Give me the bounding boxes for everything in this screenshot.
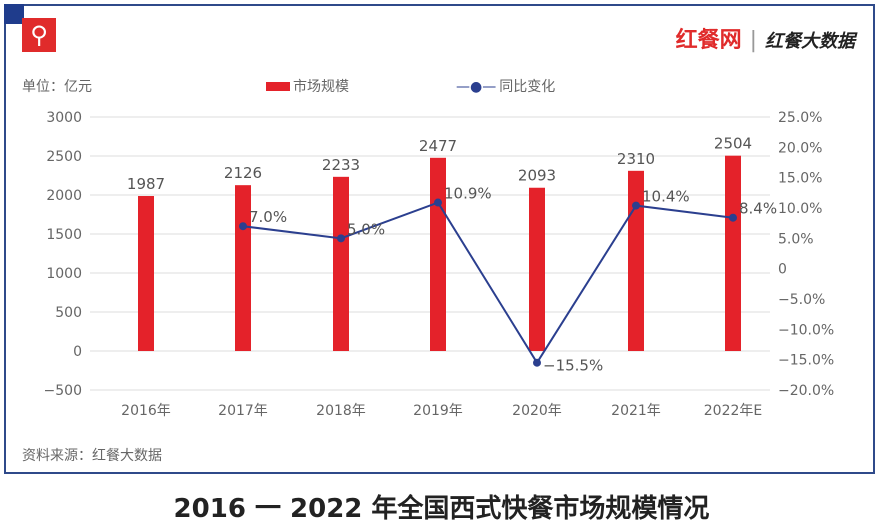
x-tick-label: 2018年 [316, 403, 366, 419]
bar [725, 155, 741, 351]
chart-caption: 2016 一 2022 年全国西式快餐市场规模情况 [173, 494, 710, 524]
unit-label: 单位：亿元 [22, 79, 92, 95]
frame [4, 4, 875, 474]
bar-value-label: 2126 [224, 164, 262, 182]
y-right-tick-label: 10.0% [778, 201, 822, 217]
bar [333, 176, 349, 351]
y-right-tick-label: −10.0% [778, 322, 834, 338]
y-left-tick-label: 3000 [46, 110, 82, 126]
source-note: 资料来源：红餐大数据 [22, 448, 162, 464]
bar [430, 157, 446, 351]
line-point [337, 234, 345, 243]
line-value-label: 8.4% [739, 200, 777, 218]
y-left-tick-label: 2500 [46, 149, 82, 165]
bar [628, 170, 644, 351]
line-value-label: 5.0% [347, 220, 385, 238]
x-tick-label: 2016年 [121, 403, 171, 419]
bar-value-label: 2310 [617, 150, 655, 168]
brand-logo-2: 红餐大数据 [765, 31, 855, 52]
y-right-tick-label: −20.0% [778, 383, 834, 399]
x-tick-label: 2017年 [218, 403, 268, 419]
y-right-tick-label: −5.0% [778, 292, 825, 308]
y-left-tick-label: −500 [44, 383, 82, 399]
line-point [632, 201, 640, 210]
y-right-tick-label: 15.0% [778, 171, 822, 187]
y-left-tick-label: 500 [55, 305, 82, 321]
line-value-label: 7.0% [249, 208, 287, 226]
x-tick-label: 2020年 [512, 403, 562, 419]
line-value-label: −15.5% [543, 357, 603, 375]
line-point [239, 222, 247, 231]
y-left-tick-label: 1000 [46, 266, 82, 282]
line-value-label: 10.4% [642, 188, 690, 206]
y-left-tick-label: 1500 [46, 227, 82, 243]
x-tick-label: 2019年 [413, 403, 463, 419]
bar-value-label: 2093 [518, 167, 556, 185]
x-tick-label: 2021年 [611, 403, 661, 419]
line-series [242, 201, 734, 365]
search-logo-icon: ⚲ [22, 18, 56, 52]
line-point [533, 358, 541, 367]
y-right-tick-label: −15.0% [778, 353, 834, 369]
line-value-label: 10.9% [444, 185, 492, 203]
y-right-tick-label: 0 [778, 262, 787, 278]
bar-value-label: 1987 [127, 175, 165, 193]
legend-line-swatch: —●— [456, 79, 497, 95]
y-right-tick-label: 20.0% [778, 140, 822, 156]
legend-line-label: 同比变化 [499, 79, 556, 95]
y-right-tick-label: 5.0% [778, 231, 814, 247]
bar-value-label: 2477 [419, 137, 457, 155]
brand-logo: 红餐网 | 红餐大数据 [675, 28, 855, 53]
line-point [434, 198, 442, 207]
line-point [729, 213, 737, 222]
y-left-tick-label: 2000 [46, 188, 82, 204]
bar-value-label: 2233 [322, 156, 360, 174]
chart-svg: 3000 2500 2000 1500 1000 500 0 −500 25.0% 20.0% 15… [44, 110, 835, 419]
legend-bar-label: 市场规模 [293, 79, 349, 95]
legend-line: —●— 同比变化 [456, 76, 555, 96]
y-left-tick-label: 0 [73, 344, 82, 360]
y-right-tick-label: 25.0% [778, 110, 822, 126]
legend-bar: 市场规模 [266, 76, 349, 96]
bar-value-label: 2504 [714, 135, 752, 153]
x-tick-label: 2022年E [704, 403, 762, 419]
corner-accent [4, 4, 24, 24]
bar [138, 196, 154, 351]
legend-bar-swatch [266, 82, 290, 91]
bar [529, 187, 545, 351]
brand-logo-1: 红餐网 [675, 28, 742, 53]
